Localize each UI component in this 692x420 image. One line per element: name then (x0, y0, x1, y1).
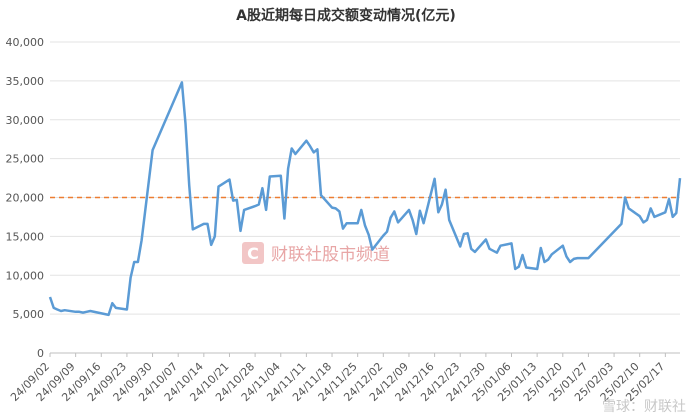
watermark-text: 财联社股市频道 (271, 245, 390, 265)
watermark-logo-icon (242, 242, 264, 264)
watermark-logo-glyph: C (247, 244, 259, 263)
y-tick-label: 5,000 (13, 308, 45, 321)
x-axis: 24/09/0224/09/0924/09/1624/09/2324/09/30… (8, 353, 667, 404)
y-tick-label: 10,000 (6, 269, 45, 282)
corner-watermark: 雪球：财联社 (602, 399, 686, 415)
corner-watermark-text: 雪球：财联社 (602, 399, 686, 415)
y-tick-label: 15,000 (6, 230, 45, 243)
y-tick-label: 35,000 (6, 75, 45, 88)
y-tick-label: 25,000 (6, 153, 45, 166)
y-tick-label: 0 (37, 347, 44, 360)
y-tick-label: 20,000 (6, 192, 45, 205)
y-tick-label: 40,000 (6, 36, 45, 49)
watermark: C 财联社股市频道 (242, 242, 390, 265)
chart-title: A股近期每日成交额变动情况(亿元) (236, 8, 456, 24)
y-axis: 0 5,000 10,000 15,000 20,000 25,000 30,000 35,0… (6, 36, 45, 360)
series-group (48, 81, 682, 317)
series-line (48, 81, 682, 317)
y-tick-label: 30,000 (6, 114, 45, 127)
